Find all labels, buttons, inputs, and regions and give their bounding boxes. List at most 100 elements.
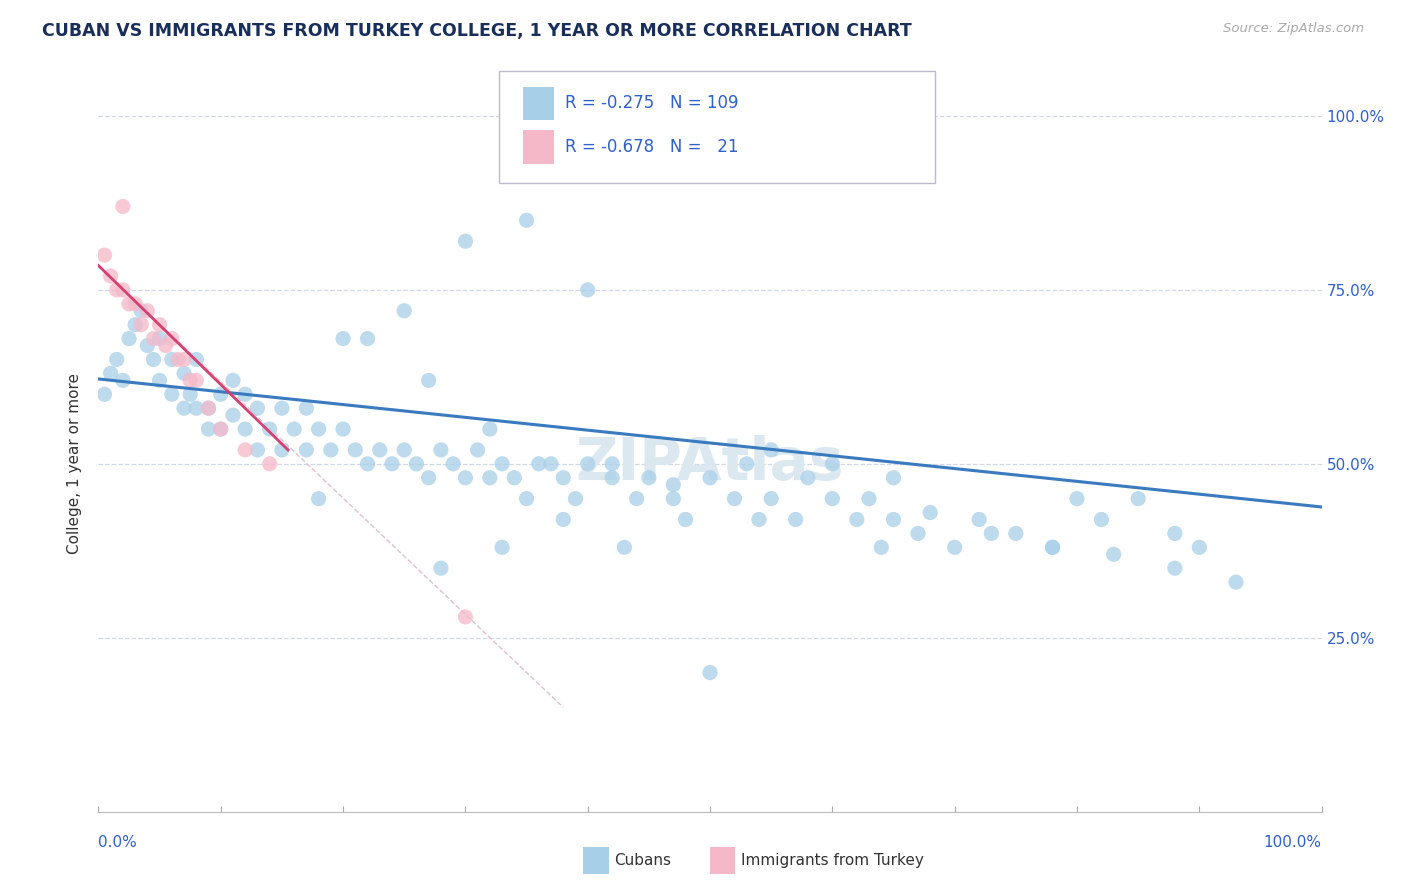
Point [1042, 541, 1064, 555]
Point [381, 457, 404, 471]
Point [105, 283, 128, 297]
Point [441, 457, 464, 471]
Point [173, 367, 195, 381]
Text: Immigrants from Turkey: Immigrants from Turkey [741, 854, 924, 868]
Point [1128, 491, 1150, 506]
Point [100, 268, 122, 283]
Point [821, 491, 844, 506]
Point [111, 373, 134, 387]
Point [454, 234, 477, 248]
Point [858, 491, 880, 506]
Text: 0.0%: 0.0% [98, 836, 138, 850]
Point [967, 512, 990, 526]
Point [600, 457, 623, 471]
Point [246, 401, 269, 416]
Point [332, 422, 354, 436]
Point [149, 332, 172, 346]
Y-axis label: College, 1 year or more: College, 1 year or more [67, 374, 83, 554]
Point [149, 318, 172, 332]
Point [1102, 547, 1125, 561]
Point [1188, 541, 1211, 555]
Point [699, 665, 721, 680]
Point [179, 373, 201, 387]
Point [186, 352, 208, 367]
Text: ZIPAtlas: ZIPAtlas [575, 435, 845, 492]
Point [883, 512, 905, 526]
Point [662, 491, 685, 506]
Point [723, 491, 745, 506]
Point [920, 506, 942, 520]
Point [527, 457, 550, 471]
Point [167, 352, 190, 367]
Point [626, 491, 648, 506]
Point [319, 442, 342, 457]
Point [283, 422, 305, 436]
Text: Cubans: Cubans [614, 854, 672, 868]
Point [467, 442, 489, 457]
Point [600, 471, 623, 485]
Point [142, 332, 165, 346]
Point [491, 541, 513, 555]
Point [111, 199, 134, 213]
Point [785, 512, 807, 526]
Point [186, 401, 208, 416]
Point [883, 471, 905, 485]
Point [233, 387, 256, 401]
Text: R = -0.275   N = 109: R = -0.275 N = 109 [565, 95, 738, 112]
Point [270, 442, 294, 457]
Point [1042, 541, 1064, 555]
Point [222, 373, 245, 387]
Point [136, 303, 159, 318]
Point [160, 332, 183, 346]
Point [748, 512, 770, 526]
Point [233, 422, 256, 436]
Point [118, 332, 141, 346]
Point [540, 457, 562, 471]
Point [454, 471, 477, 485]
Point [124, 318, 146, 332]
Point [93, 248, 115, 262]
Point [1164, 526, 1187, 541]
Point [418, 471, 440, 485]
Point [675, 512, 697, 526]
Point [478, 471, 501, 485]
Point [233, 442, 256, 457]
Point [179, 387, 201, 401]
Point [100, 367, 122, 381]
Point [142, 352, 165, 367]
Point [308, 491, 330, 506]
Point [1066, 491, 1088, 506]
Point [344, 442, 367, 457]
Point [761, 491, 783, 506]
Point [430, 442, 453, 457]
Point [515, 491, 537, 506]
Point [173, 352, 195, 367]
Point [105, 352, 128, 367]
Point [129, 318, 152, 332]
Point [553, 512, 575, 526]
Point [454, 610, 477, 624]
Point [503, 471, 526, 485]
Point [761, 442, 783, 457]
Point [392, 442, 416, 457]
Text: R = -0.678   N =   21: R = -0.678 N = 21 [565, 138, 738, 156]
Text: CUBAN VS IMMIGRANTS FROM TURKEY COLLEGE, 1 YEAR OR MORE CORRELATION CHART: CUBAN VS IMMIGRANTS FROM TURKEY COLLEGE,… [42, 22, 912, 40]
Point [576, 283, 599, 297]
Point [259, 422, 281, 436]
Point [576, 457, 599, 471]
Point [491, 457, 513, 471]
Point [797, 471, 820, 485]
Point [93, 387, 115, 401]
Point [418, 373, 440, 387]
Point [870, 541, 893, 555]
Point [295, 401, 318, 416]
Point [160, 352, 183, 367]
Point [129, 303, 152, 318]
Point [368, 442, 391, 457]
Point [356, 332, 378, 346]
Point [1164, 561, 1187, 575]
Point [613, 541, 636, 555]
Point [136, 338, 159, 352]
Point [662, 477, 685, 491]
Point [197, 401, 219, 416]
